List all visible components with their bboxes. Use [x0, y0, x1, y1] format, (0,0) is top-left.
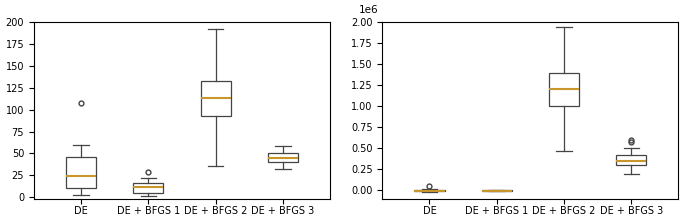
Text: 1e6: 1e6	[358, 5, 378, 15]
PathPatch shape	[133, 183, 163, 193]
PathPatch shape	[415, 190, 445, 191]
PathPatch shape	[616, 155, 646, 165]
PathPatch shape	[200, 81, 231, 116]
PathPatch shape	[66, 157, 96, 188]
PathPatch shape	[482, 190, 512, 191]
PathPatch shape	[549, 73, 579, 106]
PathPatch shape	[268, 153, 298, 162]
